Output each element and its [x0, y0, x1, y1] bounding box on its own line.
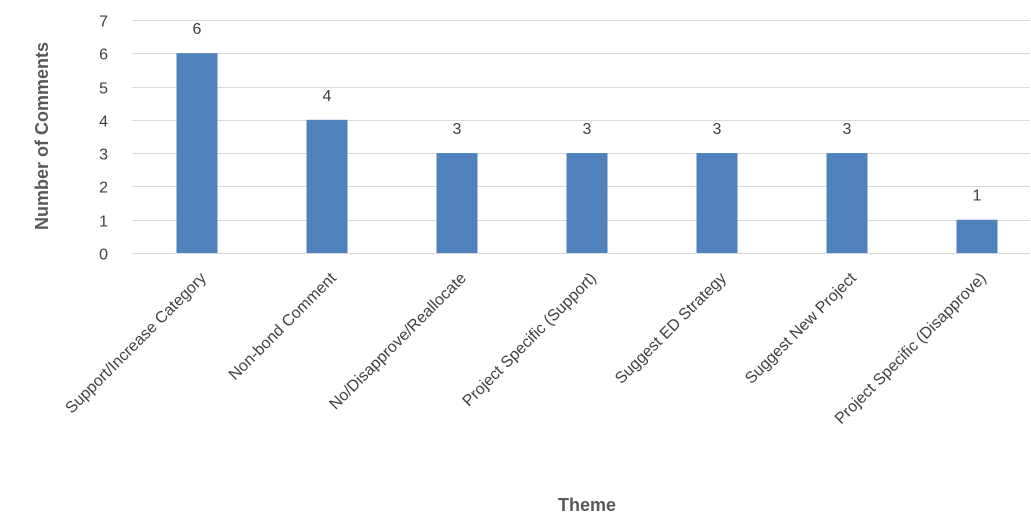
x-category-label: Suggest ED Strategy	[612, 270, 730, 388]
y-tick-label: 4	[99, 114, 108, 131]
x-category-label: Project Specific (Support)	[460, 270, 600, 410]
data-label: 1	[973, 188, 982, 205]
x-axis-title: Theme	[558, 495, 616, 515]
data-label: 4	[323, 88, 332, 105]
y-tick-label: 5	[99, 81, 108, 98]
x-category-label: Suggest New Project	[742, 269, 860, 387]
bar	[696, 153, 738, 253]
x-axis-categories: Support/Increase Category Non-bond Commen…	[63, 269, 990, 427]
y-tick-label: 1	[99, 214, 108, 231]
y-axis-ticks: 0 1 2 3 4 5 6 7	[99, 14, 108, 264]
bars	[176, 53, 998, 254]
y-tick-label: 0	[99, 247, 108, 264]
bar	[956, 219, 998, 253]
bar	[566, 153, 608, 253]
y-tick-label: 6	[99, 47, 108, 64]
bar	[306, 119, 348, 253]
data-label: 3	[843, 121, 852, 138]
y-tick-label: 3	[99, 147, 108, 164]
x-category-label: No/Disapprove/Reallocate	[326, 270, 470, 414]
data-labels: 6 4 3 3 3 3 1	[193, 21, 982, 205]
y-axis-title: Number of Comments	[32, 42, 52, 230]
x-category-label: Support/Increase Category	[63, 270, 210, 417]
data-label: 3	[453, 121, 462, 138]
y-tick-label: 2	[99, 180, 108, 197]
bar	[436, 153, 478, 253]
bar	[176, 53, 218, 254]
x-category-label: Non-bond Comment	[226, 269, 340, 383]
bar	[826, 153, 868, 253]
data-label: 3	[713, 121, 722, 138]
y-tick-label: 7	[99, 14, 108, 31]
x-category-label: Project Specific (Disapprove)	[832, 270, 990, 428]
data-label: 3	[583, 121, 592, 138]
data-label: 6	[193, 21, 202, 38]
